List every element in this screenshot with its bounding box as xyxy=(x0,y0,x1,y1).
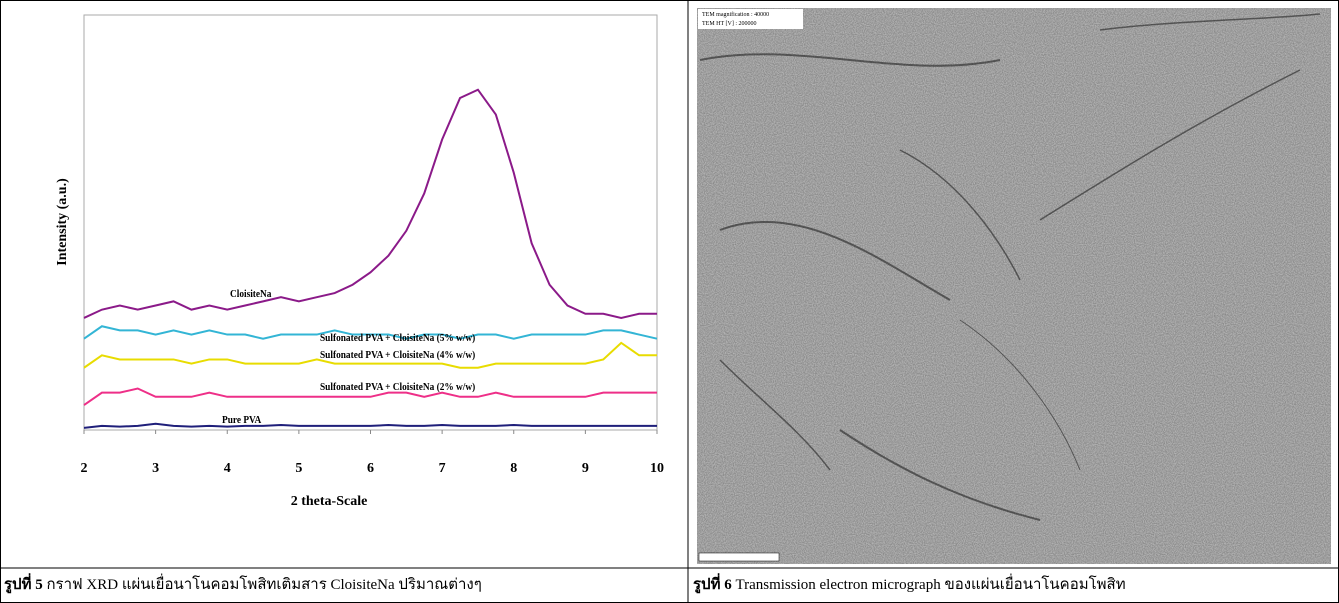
x-axis-label: 2 theta-Scale xyxy=(291,494,368,509)
series-label: Sulfonated PVA + CloisiteNa (2% w/w) xyxy=(320,381,475,393)
x-tick-label: 5 xyxy=(295,461,302,476)
x-tick-label: 10 xyxy=(650,461,664,476)
series-line xyxy=(83,325,658,340)
y-axis-label: Intensity (a.u.) xyxy=(55,178,70,266)
series-label: Sulfonated PVA + CloisiteNa (4% w/w) xyxy=(320,349,475,361)
caption: รูปที่ 6 Transmission electron micrograp… xyxy=(689,569,1338,602)
x-tick-label: 7 xyxy=(439,461,446,476)
caption-label: รูปที่ 6 xyxy=(693,577,732,593)
series-label: CloisiteNa xyxy=(230,288,271,300)
plot-frame xyxy=(83,14,658,431)
scale-bar xyxy=(698,552,780,562)
tem-streaks xyxy=(699,13,1321,521)
tem-info: TEM HT [V] : 200000 xyxy=(702,21,757,27)
series-label: Pure PVA xyxy=(222,414,262,426)
caption-text: Transmission electron micrograph ของแผ่น… xyxy=(735,577,1126,593)
caption: รูปที่ 5 กราฟ XRD แผ่นเยื่อนาโนคอมโพสิทเ… xyxy=(0,569,687,602)
tem-info: TEM magnification : 40000 xyxy=(702,11,769,18)
caption-text: กราฟ XRD แผ่นเยื่อนาโนคอมโพสิทเติมสาร Cl… xyxy=(46,577,482,593)
x-tick-label: 9 xyxy=(582,461,589,476)
x-tick-label: 8 xyxy=(510,461,517,476)
tem-noise xyxy=(697,8,1331,564)
x-tick-label: 4 xyxy=(224,461,231,476)
series-line xyxy=(83,422,657,429)
tem-info-box xyxy=(698,9,803,29)
tem-image: TEM magnification : 40000 TEM HT [V] : 2… xyxy=(697,8,1331,564)
x-tick-label: 3 xyxy=(152,461,159,476)
x-tick-label: 6 xyxy=(367,461,374,476)
series-label: Sulfonated PVA + CloisiteNa (5% w/w) xyxy=(320,332,475,344)
series-line xyxy=(83,88,657,319)
x-tick-label: 2 xyxy=(81,461,88,476)
series-line xyxy=(83,341,657,369)
caption-label: รูปที่ 5 xyxy=(4,577,43,593)
series-line xyxy=(83,387,657,406)
